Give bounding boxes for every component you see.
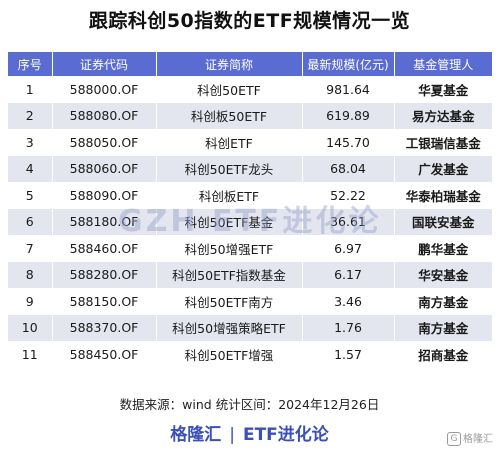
table-row: 4 588060.OF 科创50ETF龙头 68.04 广发基金 [8, 155, 492, 182]
header-manager: 基金管理人 [394, 52, 492, 76]
cell-name: 科创ETF [156, 129, 303, 156]
table-row: 2 588080.OF 科创板50ETF 619.89 易方达基金 [8, 102, 492, 129]
cell-manager: 华泰柏瑞基金 [394, 182, 492, 209]
cell-code: 588080.OF [52, 102, 157, 129]
table-row: 1 588000.OF 科创50ETF 981.64 华夏基金 [8, 76, 492, 103]
cell-index: 3 [8, 129, 53, 156]
cell-size: 3.46 [302, 288, 395, 315]
table-row: 8 588280.OF 科创50ETF指数基金 6.17 华安基金 [8, 261, 492, 288]
cell-index: 10 [8, 314, 53, 341]
table-row: 7 588460.OF 科创50增强ETF 6.97 鹏华基金 [8, 235, 492, 262]
cell-code: 588050.OF [52, 129, 157, 156]
header-code: 证券代码 [52, 52, 157, 76]
cell-index: 7 [8, 235, 53, 262]
cell-name: 科创50ETF增强 [156, 341, 303, 368]
etf-table: 序号 证券代码 证券简称 最新规模(亿元) 基金管理人 1 588000.OF 科创… [8, 52, 492, 368]
cell-size: 619.89 [302, 102, 395, 129]
cell-size: 981.64 [302, 76, 395, 103]
cell-manager: 华夏基金 [394, 76, 492, 103]
cell-index: 8 [8, 261, 53, 288]
table-row: 10 588370.OF 科创50增强策略ETF 1.76 南方基金 [8, 314, 492, 341]
cell-index: 11 [8, 341, 53, 368]
cell-size: 1.76 [302, 314, 395, 341]
cell-size: 68.04 [302, 155, 395, 182]
cell-code: 588460.OF [52, 235, 157, 262]
cell-name: 科创板ETF [156, 182, 303, 209]
cell-name: 科创50增强ETF [156, 235, 303, 262]
cell-name: 科创50增强策略ETF [156, 314, 303, 341]
cell-code: 588000.OF [52, 76, 157, 103]
cell-manager: 鹏华基金 [394, 235, 492, 262]
cell-name: 科创板50ETF [156, 102, 303, 129]
header-size: 最新规模(亿元) [302, 52, 395, 76]
corner-logo-text: 格隆汇 [463, 434, 493, 445]
table-header-row: 序号 证券代码 证券简称 最新规模(亿元) 基金管理人 [8, 52, 492, 76]
cell-manager: 南方基金 [394, 314, 492, 341]
table-row: 11 588450.OF 科创50ETF增强 1.57 招商基金 [8, 341, 492, 368]
table-row: 9 588150.OF 科创50ETF南方 3.46 南方基金 [8, 288, 492, 315]
cell-size: 145.70 [302, 129, 395, 156]
cell-size: 6.17 [302, 261, 395, 288]
cell-code: 588280.OF [52, 261, 157, 288]
header-name: 证券简称 [156, 52, 303, 76]
brand-separator: | [229, 425, 235, 445]
header-index: 序号 [8, 52, 53, 76]
brand-name: 格隆汇 [170, 425, 222, 445]
cell-name: 科创50ETF指数基金 [156, 261, 303, 288]
cell-code: 588370.OF [52, 314, 157, 341]
cell-index: 1 [8, 76, 53, 103]
brand-footer: 格隆汇 | ETF进化论 [0, 420, 499, 445]
data-source-note: 数据来源：wind 统计区间：2024年12月26日 [119, 397, 380, 412]
cell-size: 1.57 [302, 341, 395, 368]
cell-size: 36.61 [302, 208, 395, 235]
cell-index: 5 [8, 182, 53, 209]
table-body: 1 588000.OF 科创50ETF 981.64 华夏基金 2 588080.OF 科创板… [8, 76, 492, 368]
cell-code: 588090.OF [52, 182, 157, 209]
cell-manager: 易方达基金 [394, 102, 492, 129]
cell-code: 588150.OF [52, 288, 157, 315]
cell-name: 科创50ETF [156, 76, 303, 103]
cell-code: 588450.OF [52, 341, 157, 368]
cell-index: 6 [8, 208, 53, 235]
table-row: 3 588050.OF 科创ETF 145.70 工银瑞信基金 [8, 129, 492, 156]
cell-manager: 华安基金 [394, 261, 492, 288]
cell-size: 6.97 [302, 235, 395, 262]
table-row: 5 588090.OF 科创板ETF 52.22 华泰柏瑞基金 [8, 182, 492, 209]
cell-code: 588180.OF [52, 208, 157, 235]
cell-index: 2 [8, 102, 53, 129]
cell-manager: 国联安基金 [394, 208, 492, 235]
cell-index: 9 [8, 288, 53, 315]
brand-column: ETF进化论 [242, 425, 329, 445]
corner-logo: G 格隆汇 [447, 430, 493, 446]
cell-code: 588060.OF [52, 155, 157, 182]
cell-manager: 南方基金 [394, 288, 492, 315]
page-title: 跟踪科创50指数的ETF规模情况一览 [88, 10, 411, 32]
cell-manager: 工银瑞信基金 [394, 129, 492, 156]
cell-index: 4 [8, 155, 53, 182]
cell-size: 52.22 [302, 182, 395, 209]
cell-name: 科创50ETF基金 [156, 208, 303, 235]
cell-name: 科创50ETF南方 [156, 288, 303, 315]
cell-name: 科创50ETF龙头 [156, 155, 303, 182]
logo-icon: G [447, 432, 461, 446]
cell-manager: 招商基金 [394, 341, 492, 368]
table-row: 6 588180.OF 科创50ETF基金 36.61 国联安基金 [8, 208, 492, 235]
cell-manager: 广发基金 [394, 155, 492, 182]
